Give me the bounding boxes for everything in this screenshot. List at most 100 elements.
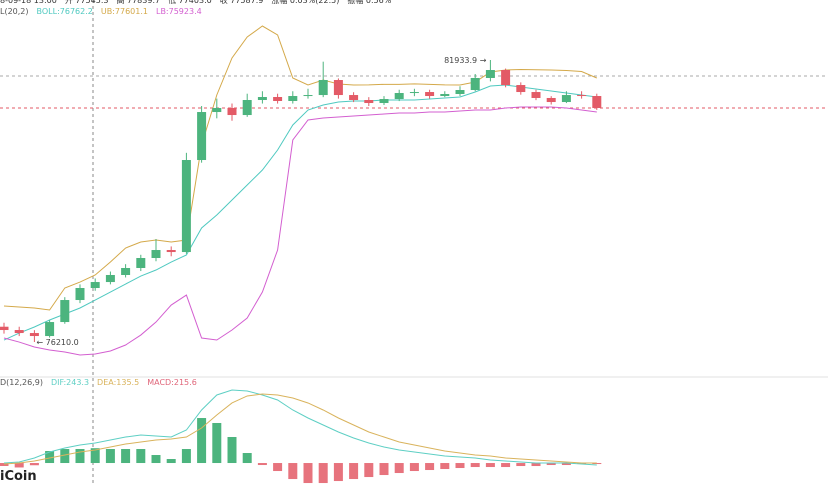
macd-bar — [121, 449, 131, 464]
macd-bar — [394, 463, 404, 474]
macd-bar — [592, 463, 602, 465]
macd-line — [3, 389, 597, 466]
header-text: 涨幅 0.03%(22.5) — [271, 0, 339, 5]
macd-bar — [288, 463, 298, 480]
candle-body — [75, 287, 85, 301]
macd-bar — [546, 463, 556, 466]
candle-body — [60, 300, 70, 323]
macd-bar — [273, 463, 283, 472]
macd-bar — [136, 449, 146, 464]
macd-bar — [379, 463, 389, 476]
candle-body — [90, 282, 100, 288]
candle-body — [121, 267, 131, 275]
candle-body — [546, 97, 556, 103]
legend-entry: LB:75923.4 — [156, 7, 202, 16]
band-line — [3, 106, 597, 356]
macd-bar — [516, 463, 526, 467]
candle-body — [136, 257, 146, 268]
macd-bar — [531, 463, 541, 467]
legend-entry: BOLL:76762.2 — [37, 7, 93, 16]
candle-body — [227, 107, 237, 116]
macd-bar — [197, 418, 207, 464]
candle-body — [318, 80, 328, 96]
candle-body — [425, 92, 435, 97]
candle-body — [181, 160, 191, 253]
candle-body — [166, 250, 176, 253]
macd-bar — [75, 449, 85, 464]
macd-line — [3, 393, 597, 465]
macd-bar — [151, 455, 161, 464]
macd-bar — [257, 463, 267, 466]
candle-body — [273, 97, 283, 101]
candle-body — [592, 96, 602, 108]
macd-bar — [455, 463, 465, 469]
candle-body — [501, 70, 511, 86]
candle-body — [561, 95, 571, 103]
candle-body — [409, 92, 419, 94]
candle-body — [257, 97, 267, 101]
candle-body — [394, 93, 404, 100]
header-text: 高 77839.7 — [116, 0, 160, 5]
candle-body — [485, 70, 495, 78]
macd-bar — [212, 422, 222, 464]
candle-body — [197, 112, 207, 161]
candle-body — [288, 96, 298, 101]
macd-bar — [333, 463, 343, 482]
candle-body — [531, 92, 541, 98]
header-text: 收 77587.9 — [220, 0, 264, 5]
legend-entry: DIF:243.3 — [51, 378, 89, 387]
header-text: 低 77403.0 — [168, 0, 212, 5]
macd-bar — [318, 463, 328, 484]
candle-body — [349, 95, 359, 101]
macd-bar — [485, 463, 495, 468]
macd-bar — [45, 451, 55, 464]
macd-bar — [303, 463, 313, 484]
macd-bar — [105, 449, 115, 464]
candle-body — [242, 100, 252, 116]
macd-bar — [561, 463, 571, 466]
legend-entry: UB:77601.1 — [101, 7, 148, 16]
macd-bar — [501, 463, 511, 468]
macd-bar — [440, 463, 450, 470]
macd-bar — [364, 463, 374, 478]
macd-bar — [242, 453, 252, 464]
candle-body — [45, 322, 55, 337]
candle-body — [470, 77, 480, 91]
candle-body — [212, 107, 222, 113]
candle-body — [303, 95, 313, 97]
header-text: 8-09-18 13:00 — [0, 0, 57, 5]
candle-body — [29, 333, 39, 337]
candle-body — [333, 80, 343, 96]
candle-body — [14, 330, 24, 334]
header-text: 振幅 0.56% — [347, 0, 391, 5]
macd-bar — [166, 459, 176, 464]
candle-body — [0, 326, 9, 331]
candle-body — [364, 100, 374, 104]
macd-bar — [181, 449, 191, 464]
band-line — [3, 25, 597, 311]
watermark: iCoin — [0, 469, 37, 484]
macd-bar — [227, 437, 237, 464]
candle-body — [516, 85, 526, 93]
candle-body — [440, 93, 450, 97]
macd-bar — [409, 463, 419, 472]
legend-entry: DEA:135.5 — [97, 378, 139, 387]
macd-bar — [60, 449, 70, 464]
macd-bar — [29, 463, 39, 466]
macd-bar — [425, 463, 435, 471]
macd-bar — [90, 448, 100, 464]
price-annotation: 81933.9 → — [444, 56, 487, 65]
price-annotation: ← 76210.0 — [36, 338, 78, 347]
candle-body — [455, 90, 465, 94]
candle-body — [379, 99, 389, 104]
macd-bar — [14, 463, 24, 468]
candle-body — [151, 250, 161, 258]
header-text: 开 77545.3 — [65, 0, 109, 5]
band-line — [3, 84, 597, 341]
indicator-label: L(20,2) — [0, 7, 29, 16]
candle-body — [105, 274, 115, 283]
legend-entry: MACD:215.6 — [147, 378, 197, 387]
macd-bar — [349, 463, 359, 480]
macd-bar — [470, 463, 480, 468]
